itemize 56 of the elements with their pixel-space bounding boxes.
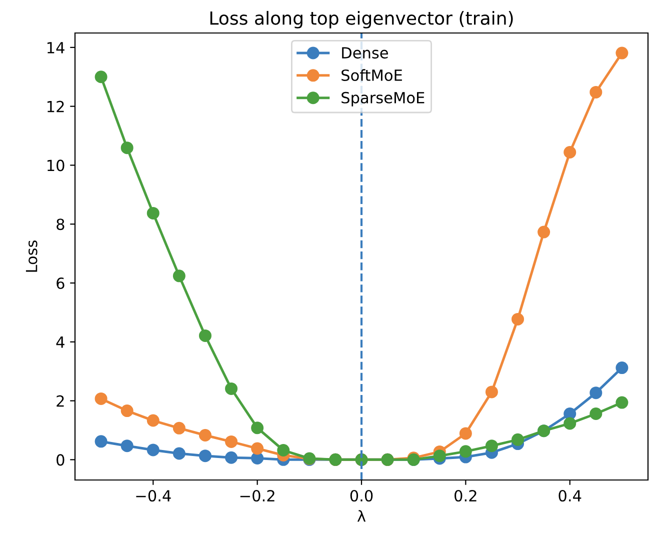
x-tick-label: 0.4 — [558, 490, 582, 502]
y-tick-label: 8 — [56, 218, 64, 230]
point — [251, 442, 264, 455]
point — [485, 440, 498, 452]
y-tick-label: 14 — [48, 42, 64, 54]
point — [198, 450, 212, 462]
point — [146, 414, 160, 427]
y-tick-label: 12 — [48, 100, 64, 112]
x-tick-label: −0.2 — [240, 490, 274, 502]
point — [120, 404, 134, 418]
point — [94, 435, 108, 448]
point — [120, 142, 134, 154]
point — [225, 382, 238, 395]
point — [251, 422, 264, 434]
point — [277, 444, 290, 457]
y-tick-label: 10 — [48, 160, 64, 172]
point — [564, 146, 576, 159]
point — [590, 86, 602, 98]
x-tick-label: 0.0 — [350, 490, 373, 502]
point — [120, 440, 134, 452]
legend-label: SparseMoE — [342, 92, 424, 106]
point — [172, 270, 186, 282]
point — [564, 417, 576, 430]
point — [146, 206, 160, 220]
point — [94, 70, 108, 84]
point — [198, 329, 212, 342]
point — [459, 445, 472, 458]
point — [433, 450, 446, 462]
y-axis-title: Loss — [26, 240, 38, 272]
chart-title: Loss along top eigenvector (train) — [210, 10, 513, 28]
point — [538, 226, 550, 238]
point — [146, 444, 160, 456]
point — [512, 312, 524, 326]
x-tick-label: 0.2 — [454, 490, 476, 502]
point — [225, 451, 238, 464]
y-tick-label: 0 — [56, 454, 64, 466]
legend-label: SoftMoE — [342, 69, 402, 81]
x-tick-label: −0.4 — [136, 490, 171, 502]
y-tick-label: 4 — [56, 336, 64, 348]
y-tick-label: 6 — [56, 277, 64, 290]
point — [94, 392, 108, 405]
point — [172, 422, 186, 434]
point — [616, 46, 628, 60]
point — [459, 427, 472, 440]
point — [172, 447, 186, 460]
point — [616, 362, 628, 374]
x-axis-title: λ — [357, 510, 366, 522]
point — [590, 407, 602, 420]
point — [198, 428, 212, 442]
point — [485, 386, 498, 398]
point — [512, 433, 524, 446]
y-tick-label: 2 — [56, 395, 64, 407]
legend-label: Dense — [342, 47, 388, 59]
point — [590, 386, 602, 400]
point — [225, 435, 238, 448]
point — [616, 396, 628, 409]
